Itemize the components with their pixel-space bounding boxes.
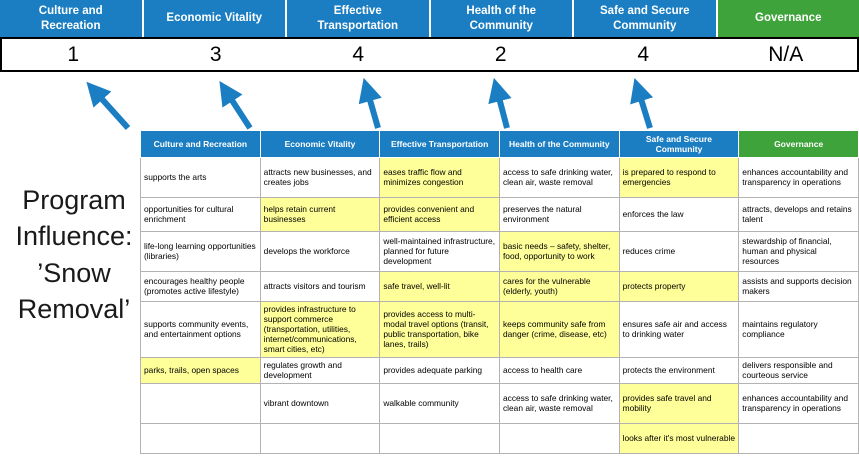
- arrow-icon: [358, 77, 382, 129]
- matrix-cell: enhances accountability and transparency…: [738, 157, 859, 199]
- matrix-cell: access to health care: [498, 357, 620, 385]
- title-line: Program: [22, 185, 126, 215]
- matrix-cell: cares for the vulnerable (elderly, youth…: [498, 271, 620, 303]
- arrow-icon: [488, 77, 512, 129]
- matrix-column-header: Effective Transportation: [379, 129, 500, 159]
- matrix-cell: attracts new businesses, and creates job…: [259, 157, 381, 199]
- matrix-header-row: Culture and Recreation Economic Vitality E…: [140, 129, 859, 159]
- matrix-cell: access to safe drinking water, clean air…: [498, 157, 620, 199]
- matrix-cell: enforces the law: [618, 197, 740, 233]
- matrix-cell: parks, trails, open spaces: [140, 357, 261, 385]
- pillar-header: Economic Vitality: [143, 0, 285, 37]
- matrix-row: vibrant downtown walkable community access…: [140, 383, 859, 425]
- matrix-cell: vibrant downtown: [259, 383, 381, 425]
- matrix-cell: access to safe drinking water, clean air…: [498, 383, 620, 425]
- pillar-score: 2: [494, 42, 507, 66]
- arrow-icon: [86, 81, 131, 131]
- matrix-cell: ensures safe air and access to drinking …: [618, 301, 740, 359]
- pillar-score: 4: [637, 42, 650, 66]
- pillar-header: Governance: [717, 0, 859, 37]
- matrix-cell: regulates growth and development: [259, 357, 381, 385]
- title-line: ’Snow: [37, 257, 111, 288]
- matrix-cell: basic needs – safety, shelter, food, opp…: [498, 231, 620, 273]
- matrix-cell: enhances accountability and transparency…: [738, 383, 859, 425]
- matrix-row: encourages healthy people (promotes acti…: [140, 271, 859, 303]
- matrix-row: life-long learning opportunities (librar…: [140, 231, 859, 273]
- matrix-cell: preserves the natural environment: [498, 197, 620, 233]
- matrix-cell: supports the arts: [140, 157, 261, 199]
- score-row: 1 3 4 2 4 N/A: [0, 37, 859, 72]
- title-line: Influence:: [15, 221, 133, 252]
- pillar-header-row: Culture and Recreation Economic Vitality E…: [0, 0, 859, 37]
- matrix-cell: opportunities for cultural enrichment: [140, 197, 261, 233]
- program-title: Program Influence: ’Snow Removal’: [0, 182, 148, 328]
- matrix-row: supports community events, and entertain…: [140, 301, 859, 359]
- matrix-cell: attracts, develops and retains talent: [738, 197, 859, 233]
- matrix-cell: [498, 423, 620, 455]
- matrix-cell: provides adequate parking: [379, 357, 500, 385]
- score-arrows: [86, 77, 654, 131]
- matrix-column-header: Culture and Recreation: [140, 129, 261, 159]
- pillar-header: Culture and Recreation: [0, 0, 142, 37]
- pillar-header: Effective Transportation: [287, 0, 429, 37]
- matrix-cell: is prepared to respond to emergencies: [618, 157, 740, 199]
- influence-matrix: Culture and Recreation Economic Vitality E…: [140, 129, 859, 455]
- matrix-column-header: Health of the Community: [498, 129, 620, 159]
- pillar-header: Health of the Community: [430, 0, 572, 37]
- matrix-cell: delivers responsible and courteous servi…: [738, 357, 859, 385]
- matrix-cell: [738, 423, 859, 455]
- matrix-cell: [140, 383, 261, 425]
- matrix-cell: protects the environment: [618, 357, 740, 385]
- matrix-row: opportunities for cultural enrichment hel…: [140, 197, 859, 233]
- matrix-cell: develops the workforce: [259, 231, 381, 273]
- pillar-score: 3: [209, 42, 222, 66]
- matrix-column-header: Governance: [738, 129, 859, 159]
- matrix-cell: provides convenient and efficient access: [379, 197, 500, 233]
- matrix-cell: helps retain current businesses: [259, 197, 381, 233]
- matrix-cell: provides access to multi-modal travel op…: [379, 301, 500, 359]
- matrix-cell: protects property: [618, 271, 740, 303]
- matrix-row: looks after it's most vulnerable: [140, 423, 859, 455]
- matrix-cell: provides safe travel and mobility: [618, 383, 740, 425]
- matrix-cell: keeps community safe from danger (crime,…: [498, 301, 620, 359]
- matrix-row: supports the arts attracts new businesses…: [140, 157, 859, 199]
- matrix-cell: walkable community: [379, 383, 500, 425]
- matrix-cell: well-maintained infrastructure, planned …: [379, 231, 500, 273]
- matrix-cell: reduces crime: [618, 231, 740, 273]
- matrix-cell: eases traffic flow and minimizes congest…: [379, 157, 500, 199]
- matrix-cell: provides infrastructure to support comme…: [259, 301, 381, 359]
- pillar-score: N/A: [768, 42, 804, 66]
- matrix-cell: encourages healthy people (promotes acti…: [140, 271, 261, 303]
- pillar-score: 4: [352, 42, 365, 66]
- matrix-column-header: Safe and Secure Community: [618, 129, 740, 159]
- matrix-cell: safe travel, well-lit: [379, 271, 500, 303]
- matrix-cell: [140, 423, 261, 455]
- matrix-cell: [259, 423, 381, 455]
- matrix-cell: supports community events, and entertain…: [140, 301, 261, 359]
- arrow-icon: [630, 77, 654, 129]
- arrow-icon: [219, 80, 253, 130]
- matrix-cell: looks after it's most vulnerable: [618, 423, 740, 455]
- pillar-header: Safe and Secure Community: [574, 0, 716, 37]
- matrix-cell: maintains regulatory compliance: [738, 301, 859, 359]
- matrix-cell: assists and supports decision makers: [738, 271, 859, 303]
- matrix-row: parks, trails, open spaces regulates grow…: [140, 357, 859, 385]
- matrix-cell: attracts visitors and tourism: [259, 271, 381, 303]
- matrix-cell: life-long learning opportunities (librar…: [140, 231, 261, 273]
- matrix-cell: [379, 423, 500, 455]
- matrix-cell: stewardship of financial, human and phys…: [738, 231, 859, 273]
- title-line: Removal’: [17, 294, 131, 325]
- pillar-score: 1: [67, 42, 80, 66]
- matrix-column-header: Economic Vitality: [259, 129, 381, 159]
